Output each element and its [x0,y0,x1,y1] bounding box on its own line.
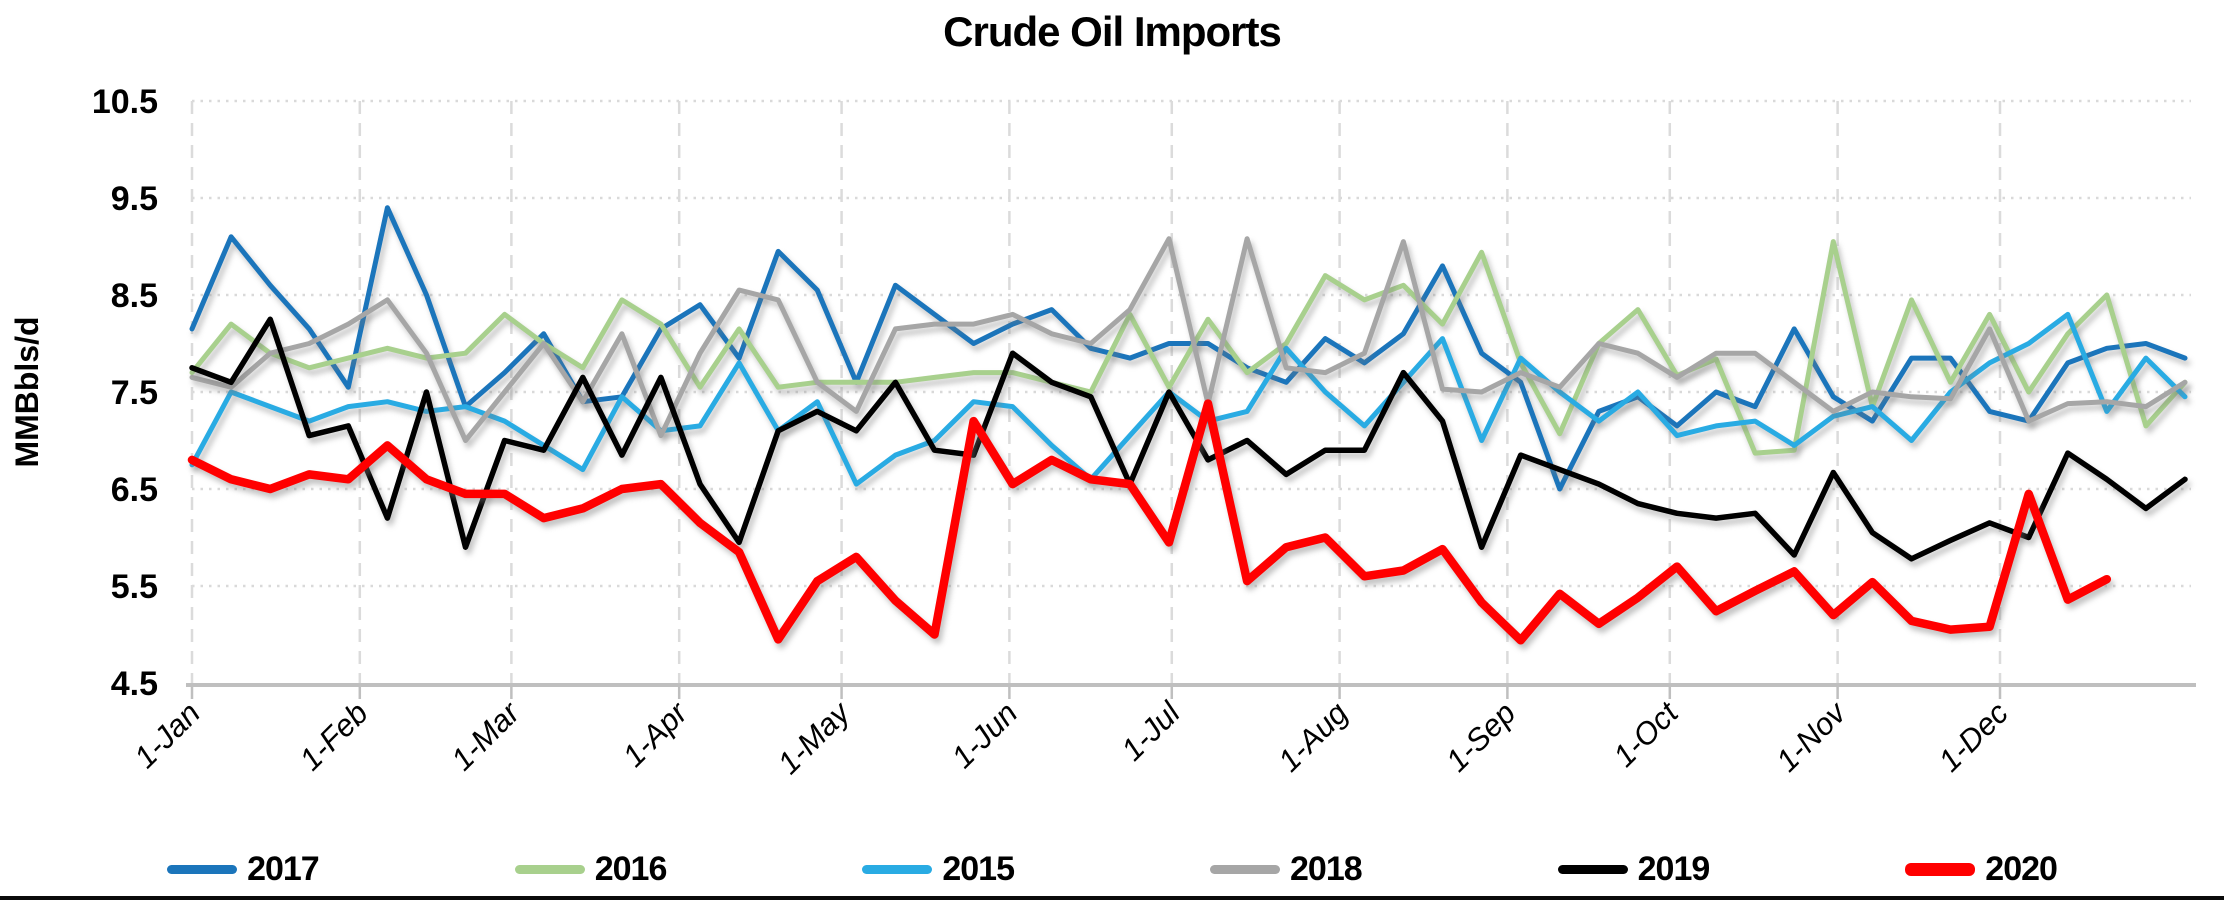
legend-item-2019: 2019 [1557,849,1711,889]
legend-item-2020: 2020 [1905,849,2058,889]
x-tick-label: 1-Mar [444,694,527,777]
legend-label: 2020 [1985,849,2058,888]
x-tick-label: 1-May [771,693,858,780]
legend-swatch-2017 [167,864,238,874]
legend-swatch-2020 [1905,862,1976,876]
chart-legend: 2017 2016 2015 2018 2019 2020 [0,838,2224,900]
legend-swatch-2018 [1210,864,1280,874]
x-tick-label: 1-Jan [127,695,207,775]
series-line-2018 [189,236,2188,443]
x-tick-label: 1-Nov [1769,694,1853,778]
x-tick-label: 1-Oct [1606,694,1685,773]
y-tick-label: 10.5 [92,83,158,121]
y-tick-label: 8.5 [111,277,158,315]
series-line-2015 [189,311,2188,487]
legend-swatch-2016 [514,864,585,874]
y-tick-label: 7.5 [111,374,158,412]
x-tick-label: 1-Jun [945,695,1025,775]
legend-item-2018: 2018 [1210,849,1363,889]
x-tick-label: 1-Sep [1439,695,1522,778]
legend-item-2017: 2017 [167,849,320,889]
window-bottom-edge [0,896,2224,900]
legend-label: 2017 [247,849,320,888]
series-line-2019 [189,316,2188,562]
x-tick-label: 1-Apr [616,694,696,774]
y-tick-label: 4.5 [111,665,158,703]
y-tick-label: 6.5 [111,471,158,509]
y-tick-label: 9.5 [111,180,158,218]
legend-swatch-2019 [1557,864,1628,874]
legend-label: 2018 [1290,849,1363,888]
legend-item-2016: 2016 [514,849,668,889]
legend-label: 2019 [1637,849,1711,888]
y-tick-label: 5.5 [111,568,158,606]
legend-swatch-2015 [862,864,933,874]
series-line-2020 [187,399,2112,645]
series-line-2016 [189,239,2188,456]
y-axis-title: MMBbls/d [9,316,45,467]
x-tick-label: 1-Aug [1271,695,1354,778]
legend-item-2015: 2015 [862,849,1015,889]
legend-label: 2015 [942,849,1015,888]
x-tick-label: 1-Feb [293,695,375,777]
x-tick-label: 1-Jul [1114,694,1187,767]
chart-title: Crude Oil Imports [943,8,1282,55]
x-tick-label: 1-Dec [1932,695,2016,779]
legend-label: 2016 [594,849,668,888]
